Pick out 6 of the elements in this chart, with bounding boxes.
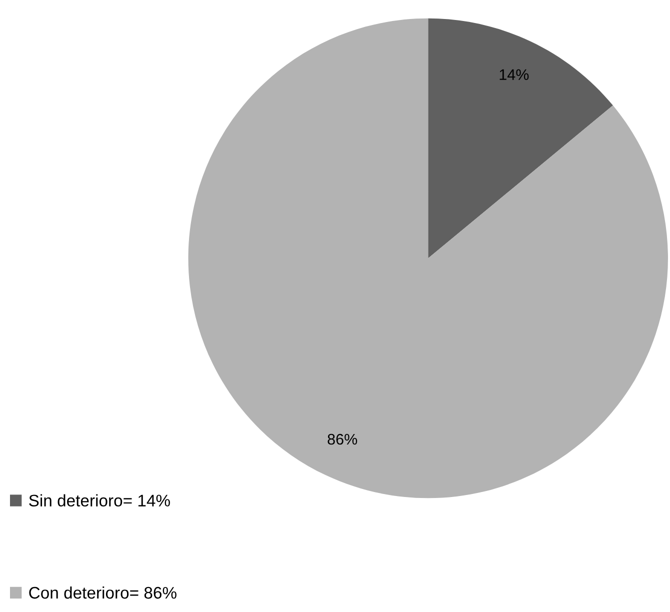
pie-slice <box>428 18 613 258</box>
pie-slice <box>188 18 668 498</box>
data-label: 86% <box>328 434 358 445</box>
legend-label: Con deterioro= 86% <box>29 586 176 599</box>
data-label: 14% <box>500 69 529 80</box>
legend-label: Sin deterioro= 14% <box>29 494 170 507</box>
